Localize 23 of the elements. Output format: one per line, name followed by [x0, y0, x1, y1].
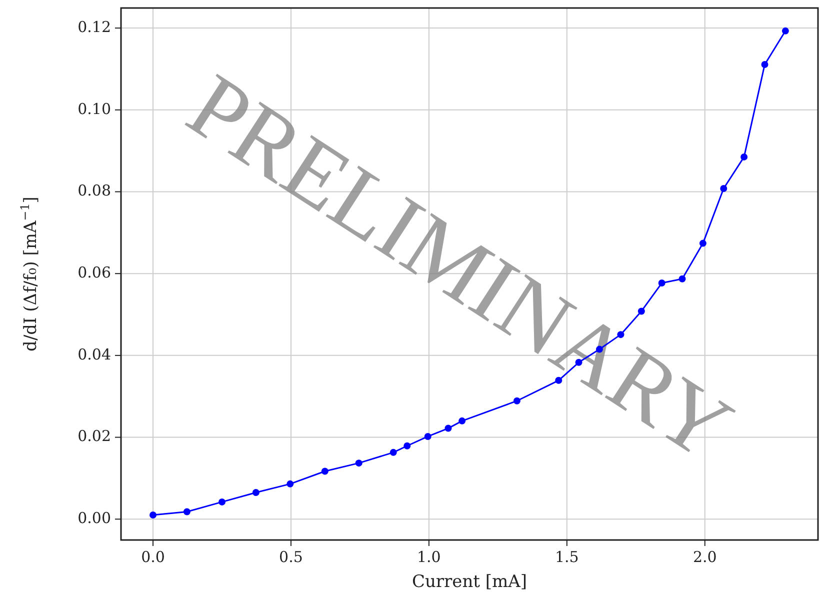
y-tick-label: 0.08 — [78, 182, 111, 200]
point — [761, 60, 768, 68]
point — [183, 508, 190, 516]
point — [252, 489, 260, 496]
x-tick-label: 1.5 — [554, 548, 579, 566]
x-tick-label: 1.0 — [417, 548, 441, 566]
y-tick-label: 0.02 — [78, 427, 111, 446]
y-tick-label: 0.06 — [78, 263, 111, 282]
point — [321, 468, 328, 475]
x-tick-label: 0.5 — [279, 548, 303, 566]
x-axis-title: Current [mA] — [412, 572, 528, 592]
y-tick-label: 0.04 — [78, 345, 111, 364]
point — [150, 512, 157, 519]
x-tick-label: 2.0 — [692, 548, 717, 566]
x-tick-label: 0.0 — [141, 548, 165, 566]
y-tick-label: 0.10 — [78, 100, 111, 118]
point — [286, 480, 294, 488]
point — [782, 27, 789, 34]
point — [740, 153, 748, 160]
y-tick-label: 0.00 — [78, 509, 111, 528]
point — [218, 498, 226, 506]
y-tick-label: 0.12 — [78, 18, 111, 36]
point — [355, 460, 362, 467]
